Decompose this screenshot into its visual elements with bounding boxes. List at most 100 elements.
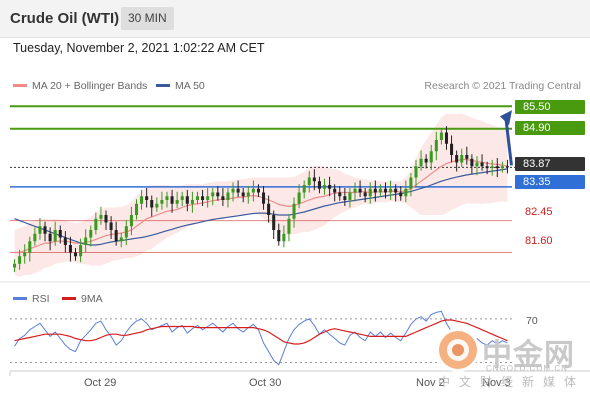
candle-body: [297, 192, 301, 204]
legend-ma20-label: MA 20 + Bollinger Bands: [32, 80, 148, 92]
forecast-arrow-head: [500, 110, 512, 126]
candle-body: [160, 200, 164, 204]
timeframe-badge[interactable]: 30 MIN: [121, 7, 174, 30]
candle-body: [450, 143, 454, 155]
candle-body: [328, 185, 332, 189]
legend-9ma: 9MA: [62, 293, 103, 305]
candle-body: [206, 196, 210, 200]
candle-body: [460, 155, 464, 163]
candle-body: [414, 166, 418, 178]
candle-body: [48, 233, 52, 242]
candle-body: [79, 245, 83, 257]
candle-body: [18, 256, 22, 264]
candle-body: [419, 158, 423, 167]
research-credit: Research © 2021 Trading Central: [424, 80, 581, 92]
candle-body: [246, 192, 250, 197]
candle-body: [343, 196, 347, 200]
candle-body: [53, 230, 57, 242]
legend-rsi-label: RSI: [32, 293, 50, 305]
candle-body: [373, 188, 377, 193]
candle-body: [485, 166, 489, 169]
instrument-title: Crude Oil (WTI): [10, 10, 120, 27]
candle-body: [439, 132, 443, 140]
watermark-text: 中金网: [482, 338, 575, 373]
candle-body: [216, 192, 220, 197]
x-tick-oct30: Oct 30: [249, 377, 282, 389]
candle-body: [236, 188, 240, 193]
candle-body: [180, 196, 184, 200]
candle-body: [389, 188, 393, 193]
candle-body: [109, 222, 113, 230]
candle-body: [383, 188, 388, 193]
candle-body: [368, 188, 372, 197]
candle-body: [185, 196, 189, 204]
candle-body: [211, 192, 215, 197]
ma50-line: [14, 168, 508, 246]
candle-body: [409, 177, 413, 189]
candle-body: [444, 132, 449, 144]
level-tag-last: 83.87: [515, 157, 585, 171]
candle-body: [155, 203, 159, 208]
candle-body: [33, 233, 37, 242]
candle-body: [99, 215, 103, 219]
level-tag-target2: 85.50: [515, 100, 585, 114]
candle-body: [470, 158, 474, 167]
candle-body: [317, 181, 321, 189]
candle-body: [500, 166, 504, 169]
candle-body: [150, 200, 154, 208]
candle-body: [353, 188, 357, 193]
candle-body: [195, 196, 200, 200]
rsi-swatch: [13, 296, 27, 300]
candle-body: [394, 188, 398, 193]
candle-body: [38, 226, 42, 234]
candle-body: [505, 166, 509, 168]
candle-body: [104, 215, 108, 223]
candle-body: [170, 196, 174, 204]
candle-body: [226, 192, 230, 200]
bollinger-band: [14, 113, 508, 277]
candle-body: [272, 215, 276, 230]
candle-body: [114, 230, 118, 242]
legend-ma20: MA 20 + Bollinger Bands: [13, 80, 147, 92]
candle-body: [119, 237, 123, 242]
candle-body: [495, 166, 499, 169]
legend-9ma-label: 9MA: [81, 293, 103, 305]
candle-body: [241, 192, 245, 197]
candle-body: [429, 151, 433, 163]
candle-body: [145, 196, 149, 200]
candle-body: [175, 200, 179, 204]
candle-body: [89, 230, 93, 238]
level-label-support1: 82.45: [525, 206, 553, 218]
candle-body: [84, 237, 88, 245]
candle-body: [140, 196, 144, 204]
ma20-line: [14, 158, 508, 254]
candle-body: [73, 252, 78, 257]
rsi-line: [14, 310, 508, 366]
candle-body: [302, 185, 306, 193]
level-label-support2: 81.60: [525, 235, 553, 247]
candle-body: [201, 196, 205, 200]
candle-body: [292, 203, 296, 219]
x-tick-oct29: Oct 29: [84, 377, 117, 389]
candle-body: [68, 245, 72, 253]
candle-body: [363, 192, 367, 197]
ma9-swatch: [62, 296, 76, 300]
ma20-swatch: [13, 83, 27, 87]
candle-body: [23, 252, 27, 257]
candle-body: [465, 155, 469, 159]
candle-body: [262, 192, 266, 204]
candle-body: [490, 166, 494, 169]
candle-body: [322, 185, 327, 189]
candle-body: [94, 218, 98, 230]
legend-ma50: MA 50: [156, 80, 205, 92]
candle-body: [28, 241, 32, 253]
candle-body: [221, 196, 225, 200]
candle-body: [455, 155, 459, 163]
candle-body: [231, 188, 235, 193]
chart-header: Crude Oil (WTI) 30 MIN: [0, 0, 590, 38]
candle-body: [282, 233, 286, 242]
rsi-level-label: 70: [526, 315, 538, 327]
candle-body: [129, 215, 133, 227]
candle-body: [424, 158, 428, 163]
